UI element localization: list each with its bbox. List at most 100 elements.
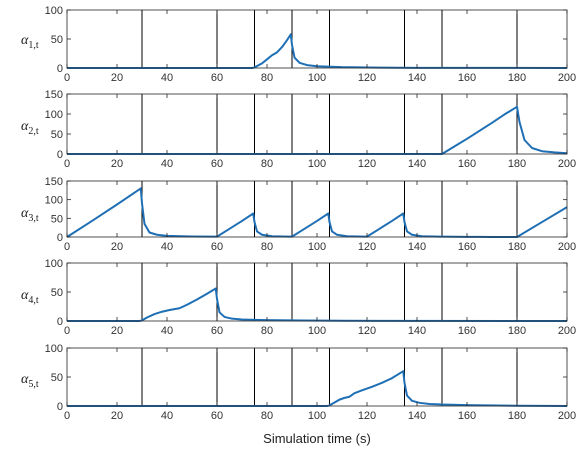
x-tick-label: 0 [64, 72, 70, 84]
y-axis-label: α2,t [21, 119, 39, 137]
plot-area [67, 263, 567, 321]
x-tick-label: 60 [211, 158, 223, 170]
y-axis-label-subscript: 2,t [28, 126, 39, 137]
plot-area [67, 10, 567, 68]
x-tick-label: 120 [358, 241, 376, 253]
series-line [67, 370, 568, 407]
x-tick-label: 40 [161, 241, 173, 253]
y-axis-label-subscript: 3,t [28, 213, 39, 224]
y-tick-label: 0 [57, 401, 63, 413]
y-tick-label: 150 [45, 89, 63, 101]
y-axis-label: α1,t [21, 33, 39, 51]
y-axis-label: α4,t [21, 288, 39, 306]
x-tick-label: 180 [508, 241, 526, 253]
x-tick-label: 80 [261, 325, 273, 337]
x-tick-label: 0 [64, 241, 70, 253]
x-tick-label: 80 [261, 241, 273, 253]
x-tick-label: 80 [261, 72, 273, 84]
plot-area [67, 181, 567, 237]
y-axis-label-symbol: α [21, 372, 29, 387]
y-tick-label: 50 [51, 213, 63, 225]
x-tick-label: 160 [458, 325, 476, 337]
x-tick-label: 160 [458, 410, 476, 422]
x-tick-label: 120 [358, 410, 376, 422]
y-axis-label-subscript: 1,t [28, 40, 39, 51]
plot-area [67, 94, 567, 154]
y-axis-label-symbol: α [21, 33, 29, 48]
x-tick-label: 180 [508, 72, 526, 84]
x-tick-label: 180 [508, 158, 526, 170]
x-tick-label: 20 [111, 410, 123, 422]
x-tick-label: 200 [558, 72, 576, 84]
y-tick-label: 100 [45, 109, 63, 121]
x-tick-label: 200 [558, 158, 576, 170]
x-tick-label: 120 [358, 325, 376, 337]
x-tick-label: 180 [508, 325, 526, 337]
x-tick-label: 40 [161, 325, 173, 337]
x-tick-label: 80 [261, 410, 273, 422]
x-tick-label: 0 [64, 325, 70, 337]
y-tick-label: 0 [57, 63, 63, 75]
y-axis-label-subscript: 5,t [28, 379, 39, 390]
x-tick-label: 0 [64, 410, 70, 422]
x-tick-label: 160 [458, 158, 476, 170]
x-tick-label: 60 [211, 410, 223, 422]
x-tick-label: 100 [308, 158, 326, 170]
subplot-1: 0 20 40 60 80 100 120 140 160 180 200 0 50 100 α1,t [21, 5, 576, 84]
x-tick-label: 60 [211, 325, 223, 337]
x-tick-label: 180 [508, 410, 526, 422]
x-tick-label: 20 [111, 241, 123, 253]
y-tick-label: 0 [57, 232, 63, 244]
x-tick-label: 200 [558, 410, 576, 422]
x-tick-label: 100 [308, 410, 326, 422]
y-axis-label-symbol: α [21, 119, 29, 134]
y-axis-label-symbol: α [21, 206, 29, 221]
x-tick-label: 20 [111, 158, 123, 170]
x-tick-label: 140 [408, 410, 426, 422]
y-tick-label: 100 [45, 195, 63, 207]
x-tick-label: 140 [408, 241, 426, 253]
x-tick-label: 140 [408, 158, 426, 170]
x-tick-label: 140 [408, 325, 426, 337]
x-tick-label: 200 [558, 325, 576, 337]
x-tick-label: 100 [308, 241, 326, 253]
subplot-3: 0 20 40 60 80 100 120 140 160 180 200 0 50 100 150 α3,t [21, 176, 576, 253]
y-axis-label-subscript: 4,t [28, 295, 39, 306]
subplot-4: 0 20 40 60 80 100 120 140 160 180 200 0 50 100 α4,t [21, 258, 576, 337]
plot-area [67, 348, 567, 406]
y-tick-label: 0 [57, 316, 63, 328]
y-tick-label: 50 [51, 129, 63, 141]
series-line [67, 33, 568, 69]
x-tick-label: 80 [261, 158, 273, 170]
x-tick-label: 60 [211, 72, 223, 84]
x-tick-label: 40 [161, 158, 173, 170]
x-tick-label: 160 [458, 72, 476, 84]
y-tick-label: 150 [45, 176, 63, 188]
x-tick-label: 40 [161, 72, 173, 84]
y-axis-label-symbol: α [21, 288, 29, 303]
y-tick-label: 50 [51, 287, 63, 299]
y-tick-label: 50 [51, 372, 63, 384]
y-tick-label: 100 [45, 5, 63, 17]
series-line [67, 287, 568, 322]
y-tick-label: 0 [57, 149, 63, 161]
x-tick-label: 0 [64, 158, 70, 170]
y-tick-label: 50 [51, 34, 63, 46]
y-tick-label: 100 [45, 343, 63, 355]
x-tick-label: 120 [358, 158, 376, 170]
x-tick-label: 20 [111, 325, 123, 337]
x-axis-label: Simulation time (s) [263, 431, 371, 446]
x-tick-label: 100 [308, 325, 326, 337]
x-tick-label: 200 [558, 241, 576, 253]
x-tick-label: 40 [161, 410, 173, 422]
subplot-5: 0 20 40 60 80 100 120 140 160 180 200 0 50 100 α5,t [21, 343, 576, 422]
y-axis-label: α3,t [21, 206, 39, 224]
y-axis-label: α5,t [21, 372, 39, 390]
x-tick-label: 60 [211, 241, 223, 253]
x-tick-label: 160 [458, 241, 476, 253]
x-tick-label: 20 [111, 72, 123, 84]
x-tick-label: 120 [358, 72, 376, 84]
x-tick-label: 140 [408, 72, 426, 84]
x-tick-label: 100 [308, 72, 326, 84]
